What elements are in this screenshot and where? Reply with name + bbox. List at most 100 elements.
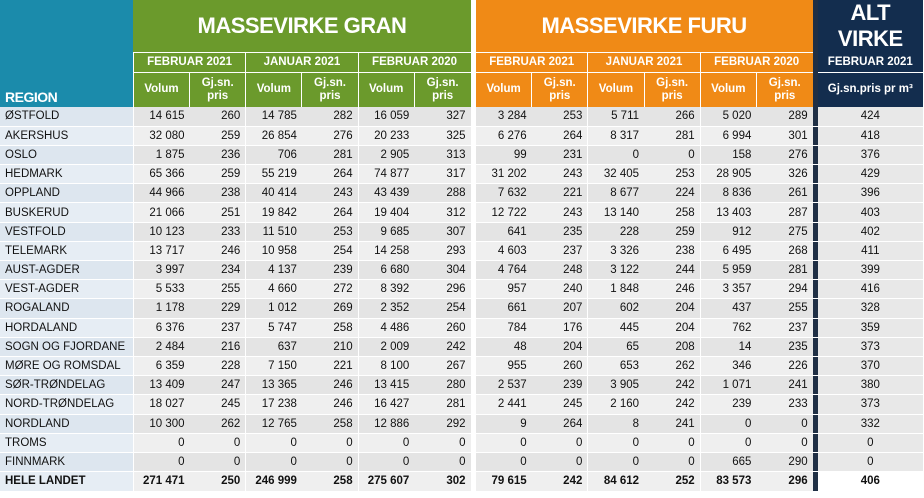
alt-group-header: ALT VIRKE <box>817 0 923 52</box>
table-row: AUST-AGDER 3 997 234 4 137 239 6 680 304 4 764 2… <box>0 260 923 281</box>
price-cell: 246 <box>301 375 359 396</box>
price-cell: 258 <box>644 202 701 223</box>
price-cell: 260 <box>414 318 471 338</box>
price-cell: 281 <box>414 394 471 415</box>
price-cell: 242 <box>531 471 588 491</box>
region-name: TROMS <box>0 433 134 453</box>
price-cell: 307 <box>414 222 471 242</box>
volume-cell: 16 059 <box>357 107 415 127</box>
price-cell: 243 <box>301 183 359 204</box>
volume-cell: 74 877 <box>357 164 415 185</box>
table-row: HEDMARK 65 366 259 55 219 264 74 877 317 31 202… <box>0 164 923 185</box>
volume-cell: 13 717 <box>132 241 190 262</box>
price-cell: 268 <box>756 241 813 262</box>
furu-pris-header: Gj.sn. pris <box>531 71 588 107</box>
region-name: ROGALAND <box>0 298 134 319</box>
volume-cell: 7 632 <box>475 183 532 204</box>
volume-cell: 0 <box>357 433 415 453</box>
alt-price-cell: 399 <box>817 260 923 281</box>
alt-price-cell: 332 <box>817 414 923 434</box>
volume-cell: 0 <box>587 145 645 166</box>
price-cell: 237 <box>756 318 813 338</box>
volume-cell: 99 <box>475 145 532 166</box>
table-row: FINNMARK 0 0 0 0 0 0 0 0 0 0 665 290 0 <box>0 452 923 473</box>
volume-cell: 5 020 <box>699 107 757 127</box>
price-cell: 253 <box>644 164 701 185</box>
alt-price-cell: 328 <box>817 298 923 319</box>
volume-cell: 912 <box>699 222 757 242</box>
volume-cell: 4 764 <box>475 260 532 281</box>
price-cell: 276 <box>756 145 813 166</box>
volume-cell: 13 140 <box>587 202 645 223</box>
price-cell: 264 <box>531 126 588 146</box>
region-name: OSLO <box>0 145 134 166</box>
furu-period-1: FEBRUAR 2021 <box>475 51 588 72</box>
price-cell: 258 <box>301 414 359 434</box>
volume-cell: 602 <box>587 298 645 319</box>
price-cell: 266 <box>644 107 701 127</box>
volume-cell: 19 404 <box>357 202 415 223</box>
volume-cell: 83 573 <box>699 471 757 491</box>
volume-cell: 275 607 <box>357 471 415 491</box>
region-name: AUST-AGDER <box>0 260 134 281</box>
price-cell: 0 <box>531 452 588 473</box>
price-cell: 236 <box>189 145 246 166</box>
price-cell: 288 <box>414 183 471 204</box>
price-cell: 262 <box>644 356 701 377</box>
volume-cell: 17 238 <box>245 394 302 415</box>
gran-volum-header: Volum <box>132 71 190 107</box>
price-cell: 325 <box>414 126 471 146</box>
region-name: SOGN OG FJORDANE <box>0 337 134 357</box>
volume-cell: 8 <box>587 414 645 434</box>
volume-cell: 762 <box>699 318 757 338</box>
price-cell: 233 <box>189 222 246 242</box>
price-cell: 280 <box>414 375 471 396</box>
table-row: AKERSHUS 32 080 259 26 854 276 20 233 325 6 276… <box>0 126 923 146</box>
volume-cell: 32 405 <box>587 164 645 185</box>
furu-pris-header: Gj.sn. pris <box>755 71 813 107</box>
price-cell: 238 <box>189 183 246 204</box>
volume-cell: 641 <box>475 222 532 242</box>
price-cell: 251 <box>189 202 246 223</box>
alt-price-cell: 0 <box>817 433 923 453</box>
volume-cell: 6 994 <box>699 126 757 146</box>
price-cell: 246 <box>644 279 701 300</box>
volume-cell: 637 <box>245 337 302 357</box>
price-cell: 0 <box>644 452 701 473</box>
price-cell: 276 <box>301 126 359 146</box>
table-row: BUSKERUD 21 066 251 19 842 264 19 404 312 12 72… <box>0 202 923 223</box>
volume-cell: 16 427 <box>357 394 415 415</box>
gran-period-2: JANUAR 2021 <box>245 51 359 72</box>
volume-cell: 437 <box>699 298 757 319</box>
price-cell: 243 <box>531 202 588 223</box>
alt-price-cell: 406 <box>817 471 923 491</box>
alt-price-cell: 402 <box>817 222 923 242</box>
volume-cell: 13 403 <box>699 202 757 223</box>
region-name: HORDALAND <box>0 318 134 338</box>
price-cell: 250 <box>189 471 246 491</box>
furu-period-2: JANUAR 2021 <box>587 51 701 72</box>
volume-cell: 48 <box>475 337 532 357</box>
gran-volum-header: Volum <box>357 71 415 107</box>
volume-cell: 65 <box>587 337 645 357</box>
volume-cell: 21 066 <box>132 202 190 223</box>
price-cell: 289 <box>756 107 813 127</box>
furu-volum-header: Volum <box>475 71 532 107</box>
volume-cell: 0 <box>132 452 190 473</box>
volume-cell: 6 359 <box>132 356 190 377</box>
price-cell: 264 <box>301 164 359 185</box>
price-cell: 253 <box>301 222 359 242</box>
alt-price-cell: 373 <box>817 394 923 415</box>
price-cell: 0 <box>301 452 359 473</box>
volume-cell: 346 <box>699 356 757 377</box>
price-cell: 312 <box>414 202 471 223</box>
region-name: AKERSHUS <box>0 126 134 146</box>
volume-cell: 158 <box>699 145 757 166</box>
alt-period: FEBRUAR 2021 <box>817 52 923 72</box>
volume-cell: 18 027 <box>132 394 190 415</box>
price-cell: 0 <box>189 433 246 453</box>
price-cell: 259 <box>189 126 246 146</box>
volume-cell: 3 326 <box>587 241 645 262</box>
volume-cell: 665 <box>699 452 757 473</box>
